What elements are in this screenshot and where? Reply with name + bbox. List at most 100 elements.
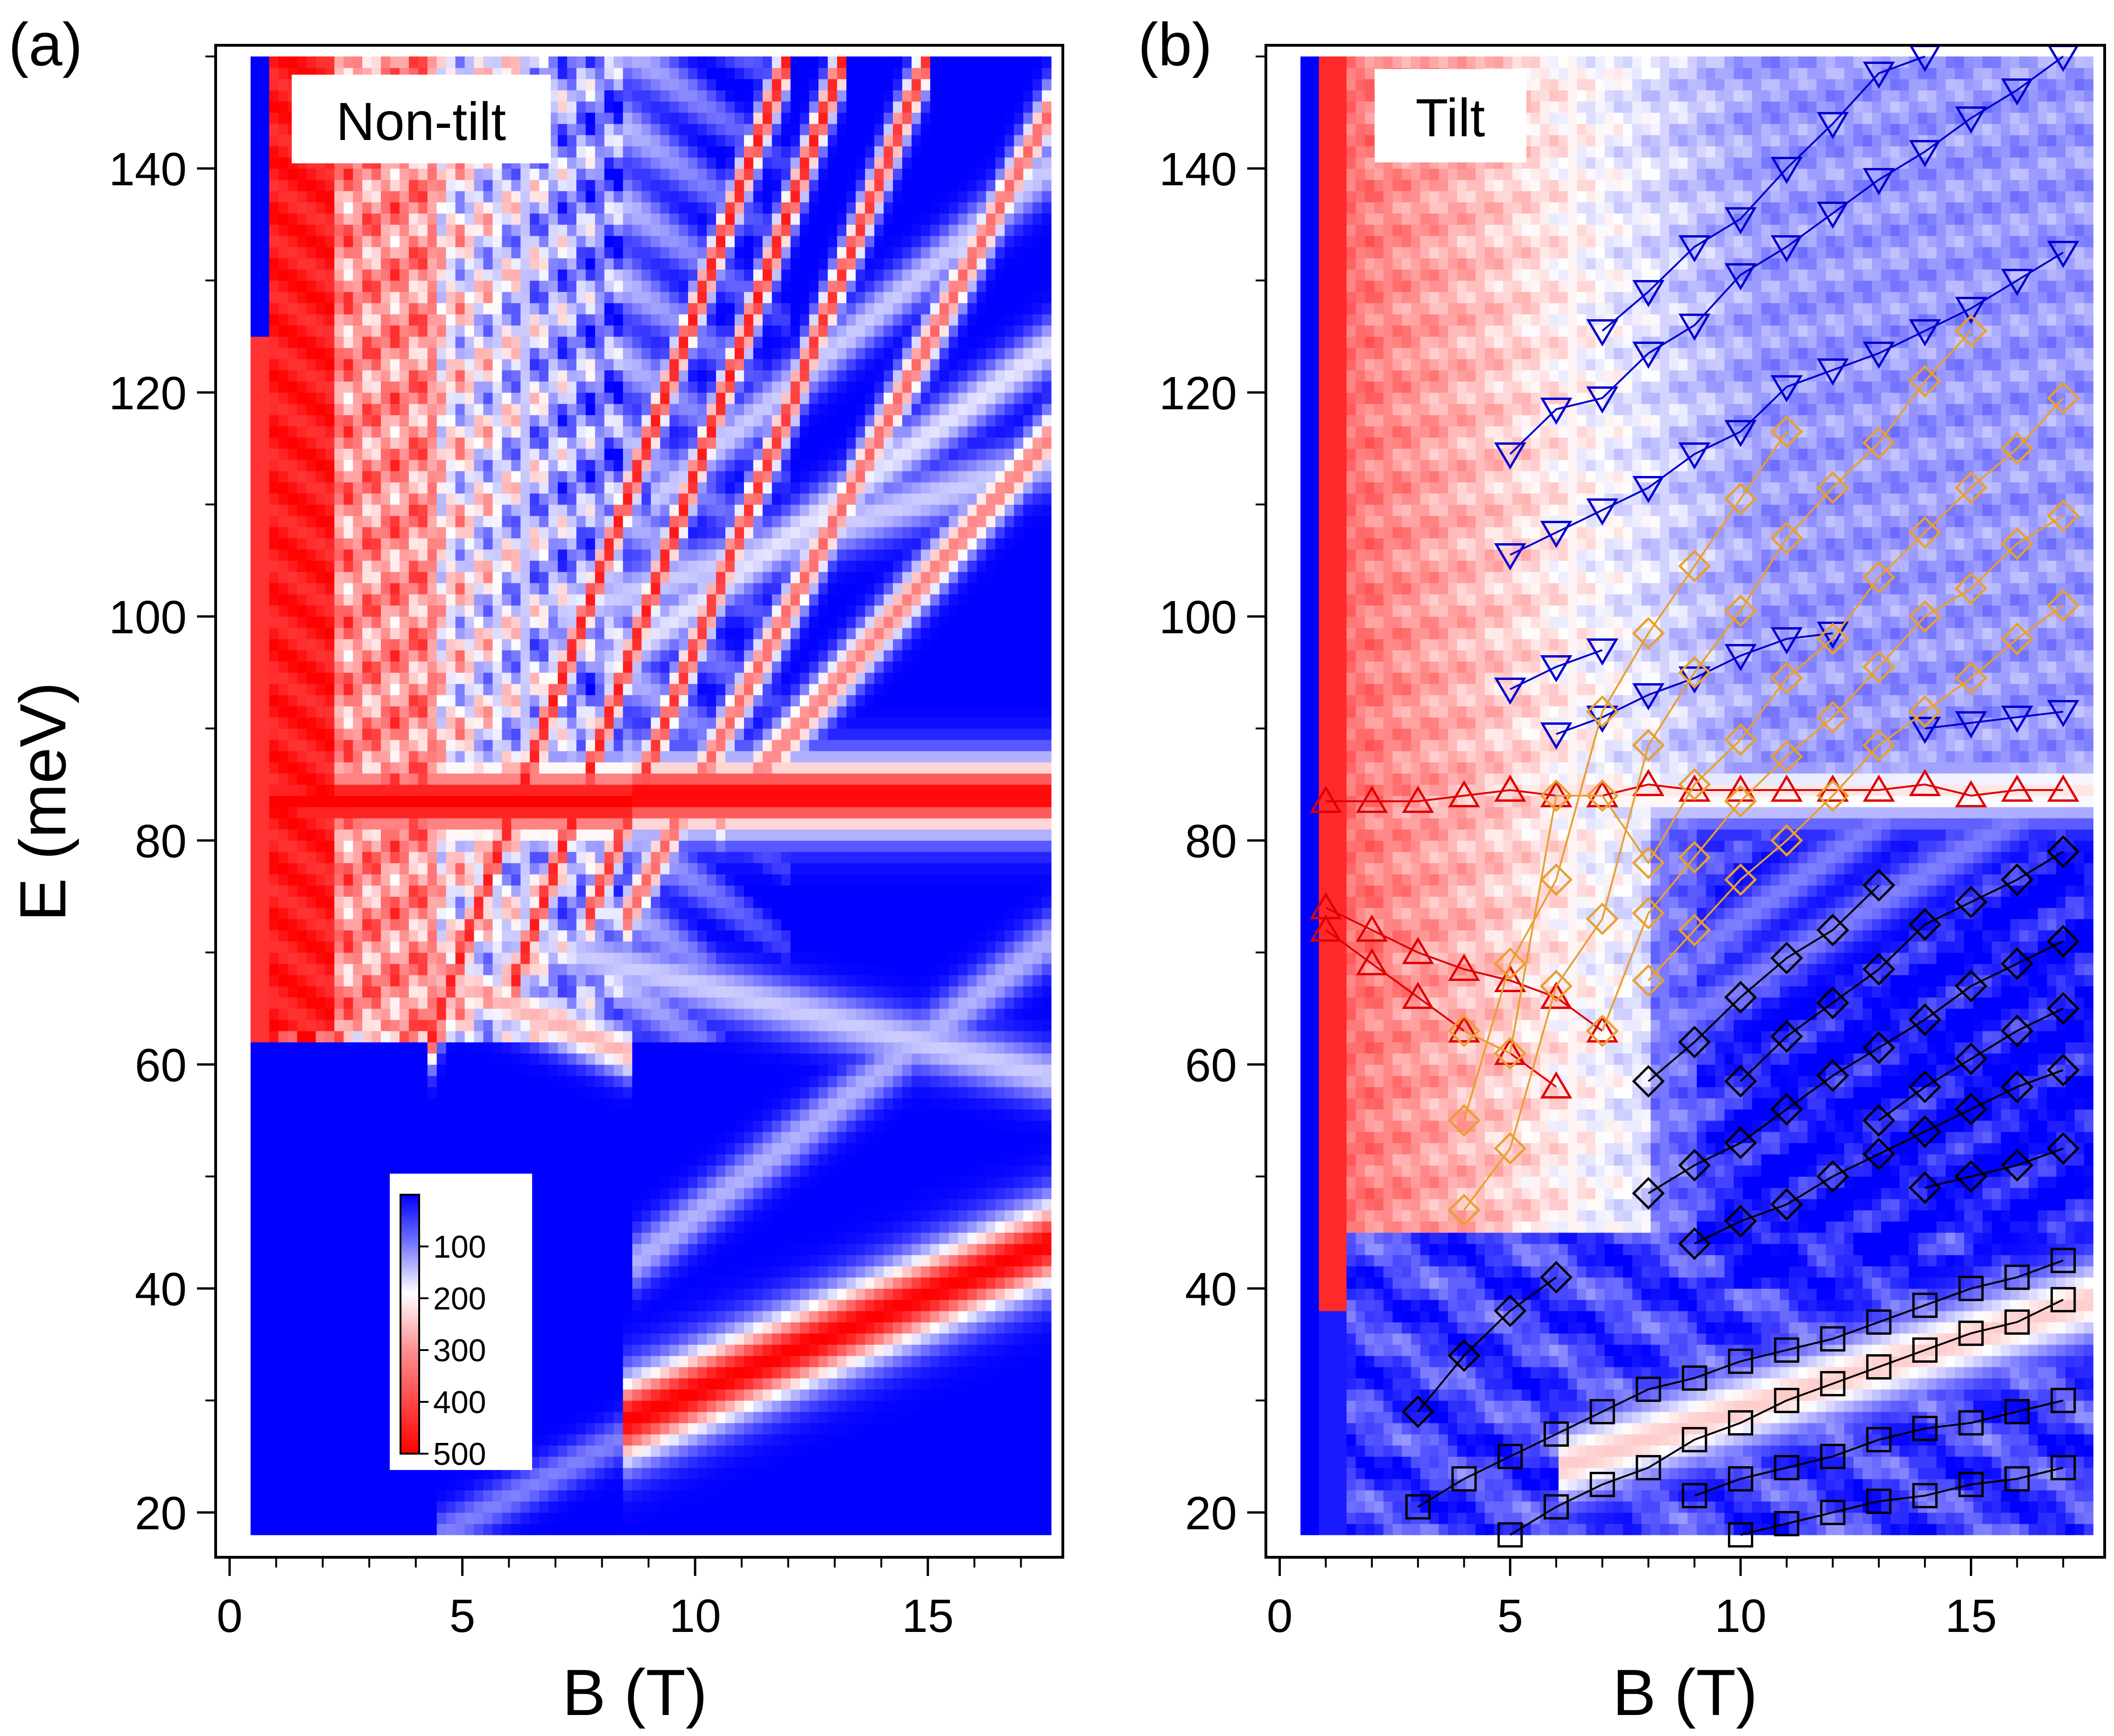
heatmap-cell [408, 191, 419, 203]
heatmap-cell [548, 986, 558, 998]
heatmap-cell [483, 997, 493, 1009]
heatmap-cell [316, 280, 325, 292]
heatmap-cell [399, 1479, 409, 1491]
heatmap-cell [483, 280, 493, 292]
heatmap-cell [250, 1188, 260, 1199]
heatmap-cell [511, 527, 521, 539]
heatmap-cell [288, 1087, 298, 1099]
heatmap-cell [502, 348, 512, 359]
heatmap-cell [558, 392, 568, 404]
heatmap-cell [558, 56, 568, 68]
heatmap-cell [344, 1456, 353, 1468]
heatmap-cell [372, 1311, 381, 1323]
heatmap-cell [344, 975, 353, 987]
heatmap-cell [576, 1356, 586, 1367]
heatmap-cell [399, 964, 409, 975]
heatmap-cell [595, 661, 605, 673]
heatmap-cell [585, 1277, 596, 1289]
heatmap-cell [399, 818, 409, 830]
heatmap-cell [399, 538, 409, 550]
heatmap-cell [455, 370, 465, 382]
heatmap-cell [585, 1098, 596, 1110]
heatmap-cell [390, 661, 400, 673]
heatmap-cell [381, 1277, 391, 1289]
heatmap-cell [334, 1098, 344, 1110]
heatmap-cell [530, 1109, 540, 1121]
heatmap-cell [325, 314, 335, 326]
heatmap-cell [464, 874, 474, 886]
heatmap-cell [567, 336, 577, 348]
heatmap-cell [250, 292, 260, 303]
heatmap-cell [427, 1490, 437, 1502]
heatmap-cell [260, 1031, 270, 1043]
heatmap-cell [399, 807, 409, 819]
heatmap-cell [418, 471, 428, 483]
heatmap-cell [408, 1501, 419, 1513]
heatmap-cell [297, 1423, 307, 1435]
heatmap-cell [250, 1020, 260, 1031]
heatmap-cell [381, 269, 391, 281]
heatmap-cell [436, 471, 447, 483]
heatmap-cell [408, 560, 419, 572]
heatmap-cell [316, 1490, 325, 1502]
heatmap-cell [390, 381, 400, 393]
heatmap-cell [362, 448, 372, 460]
heatmap-cell [548, 975, 558, 987]
heatmap-cell [260, 224, 270, 236]
heatmap-cell [530, 1288, 540, 1300]
heatmap-cell [316, 672, 325, 684]
heatmap-cell [567, 1098, 577, 1110]
heatmap-cell [530, 874, 540, 886]
heatmap-cell [334, 370, 344, 382]
heatmap-cell [381, 1423, 391, 1435]
heatmap-cell [306, 863, 316, 875]
heatmap-cell [418, 919, 428, 931]
heatmap-cell [464, 392, 474, 404]
heatmap-cell [595, 975, 605, 987]
heatmap-cell [269, 370, 279, 382]
heatmap-cell [334, 1132, 344, 1143]
heatmap-cell [558, 236, 568, 247]
heatmap-cell [502, 650, 512, 662]
heatmap-cell [278, 572, 288, 583]
heatmap-cell [297, 728, 307, 740]
heatmap-cell [576, 919, 586, 931]
heatmap-cell [511, 1120, 521, 1132]
heatmap-cell [269, 1490, 279, 1502]
heatmap-cell [427, 560, 437, 572]
heatmap-cell [250, 919, 260, 931]
heatmap-cell [520, 1154, 530, 1166]
heatmap-cell [483, 1109, 493, 1121]
heatmap-cell [288, 303, 298, 315]
heatmap-cell [436, 269, 447, 281]
heatmap-cell [408, 213, 419, 225]
heatmap-cell [260, 1176, 270, 1188]
heatmap-cell [362, 661, 372, 673]
heatmap-cell [372, 728, 381, 740]
heatmap-cell [381, 639, 391, 651]
heatmap-cell [492, 336, 502, 348]
heatmap-cell [399, 773, 409, 785]
heatmap-cell [474, 460, 484, 471]
heatmap-cell [381, 415, 391, 427]
heatmap-cell [297, 930, 307, 942]
heatmap-cell [576, 941, 586, 953]
heatmap-cell [269, 1087, 279, 1099]
heatmap-cell [567, 258, 577, 270]
heatmap-cell [595, 672, 605, 684]
heatmap-cell [316, 381, 325, 393]
heatmap-cell [511, 493, 521, 505]
heatmap-cell [520, 303, 530, 315]
heatmap-cell [260, 1020, 270, 1031]
heatmap-cell [576, 1468, 586, 1479]
heatmap-cell [381, 796, 391, 807]
heatmap-cell [585, 594, 596, 606]
heatmap-cell [297, 538, 307, 550]
heatmap-cell [250, 359, 260, 371]
heatmap-cell [288, 1008, 298, 1020]
heatmap-cell [353, 874, 363, 886]
heatmap-cell [520, 751, 530, 763]
heatmap-cell [325, 762, 335, 774]
heatmap-cell [511, 852, 521, 863]
heatmap-cell [455, 224, 465, 236]
